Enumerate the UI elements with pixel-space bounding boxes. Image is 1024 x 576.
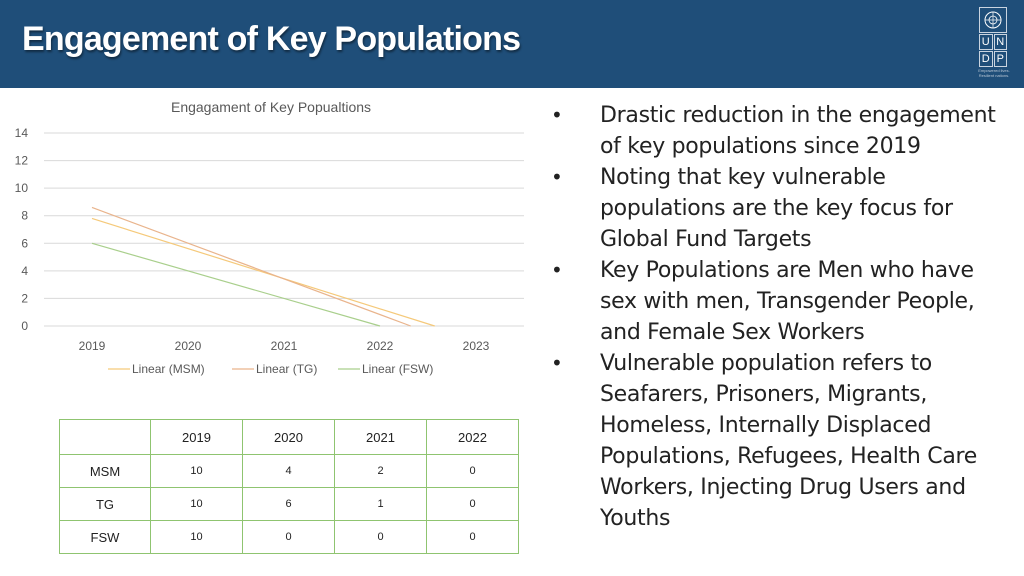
legend-label: Linear (FSW) (362, 362, 433, 376)
bullet-text: Key Populations are Men who have sex wit… (600, 258, 975, 345)
bullet-dot: • (551, 103, 563, 127)
bullet-item: • Vulnerable population refers to Seafare… (545, 348, 1015, 534)
y-tick-label: 8 (21, 209, 28, 223)
x-tick-label: 2020 (175, 339, 202, 353)
table-header-cell: 2019 (150, 419, 243, 455)
bullet-list: • Drastic reduction in the engagement of … (545, 100, 1015, 534)
table-row-label: TG (59, 487, 151, 521)
bullet-item: • Drastic reduction in the engagement of … (545, 100, 1015, 162)
un-emblem-icon (979, 7, 1007, 33)
bullet-text: Noting that key vulnerable populations a… (600, 165, 953, 252)
y-tick-label: 0 (21, 319, 28, 333)
logo-letter: U (979, 34, 993, 50)
table-cell: 10 (150, 454, 243, 488)
y-tick-label: 10 (15, 181, 29, 195)
bullet-item: • Key Populations are Men who have sex wi… (545, 255, 1015, 348)
trendline-linear-fsw (91, 242, 381, 327)
table-cell: 2 (334, 454, 427, 488)
table-row-label: FSW (59, 520, 151, 554)
x-tick-label: 2019 (79, 339, 106, 353)
table-header-cell: 2021 (334, 419, 427, 455)
table-cell: 0 (426, 520, 519, 554)
bullet-text: Drastic reduction in the engagement of k… (600, 103, 996, 159)
x-tick-label: 2022 (367, 339, 394, 353)
legend-label: Linear (MSM) (132, 362, 205, 376)
chart-title: Engagament of Key Popualtions (171, 99, 371, 115)
trendline-linear-tg (91, 206, 411, 327)
y-tick-label: 2 (21, 291, 28, 305)
header-bar: Engagement of Key Populations U N D P Em… (0, 0, 1024, 88)
table-cell: 10 (150, 520, 243, 554)
table-row: TG 10 6 1 0 (59, 487, 519, 521)
x-tick-label: 2023 (463, 339, 490, 353)
logo-letter: D (979, 51, 993, 67)
logo-subtitle: Empowered lives. Resilient nations. (978, 68, 1010, 78)
table-cell: 0 (334, 520, 427, 554)
undp-logo: U N D P Empowered lives. Resilient natio… (972, 2, 1016, 84)
x-tick-label: 2021 (271, 339, 298, 353)
page-title: Engagement of Key Populations (22, 20, 521, 58)
table-cell: 0 (426, 454, 519, 488)
trendline-linear-msm (91, 217, 435, 327)
y-tick-label: 4 (21, 264, 28, 278)
table-row-label: MSM (59, 454, 151, 488)
bullet-text: Vulnerable population refers to Seafarer… (600, 351, 978, 531)
y-tick-label: 6 (21, 236, 28, 250)
table-header-cell: 2020 (242, 419, 335, 455)
y-tick-label: 12 (15, 154, 29, 168)
table-header-cell: 2022 (426, 419, 519, 455)
table-header-row: 2019 2020 2021 2022 (59, 419, 519, 455)
table-cell: 0 (242, 520, 335, 554)
table-cell: 0 (426, 487, 519, 521)
table-row: MSM 10 4 2 0 (59, 454, 519, 488)
data-table: 2019 2020 2021 2022 MSM 10 4 2 0 TG 10 6… (59, 419, 519, 554)
logo-letter: N (993, 34, 1007, 50)
trend-chart: Engagament of Key Popualtions 0 2 4 6 8 10 12 1… (15, 99, 524, 376)
logo-letters: U N D P (979, 34, 1007, 67)
table-cell: 6 (242, 487, 335, 521)
table-cell: 4 (242, 454, 335, 488)
legend-label: Linear (TG) (256, 362, 317, 376)
logo-letter: P (993, 51, 1007, 67)
table-row: FSW 10 0 0 0 (59, 520, 519, 554)
table-cell: 10 (150, 487, 243, 521)
bullet-dot: • (551, 165, 563, 189)
table-header-cell (59, 419, 151, 455)
bullet-dot: • (551, 351, 563, 375)
y-tick-label: 14 (15, 126, 29, 140)
bullet-dot: • (551, 258, 563, 282)
table-cell: 1 (334, 487, 427, 521)
bullet-item: • Noting that key vulnerable populations … (545, 162, 1015, 255)
